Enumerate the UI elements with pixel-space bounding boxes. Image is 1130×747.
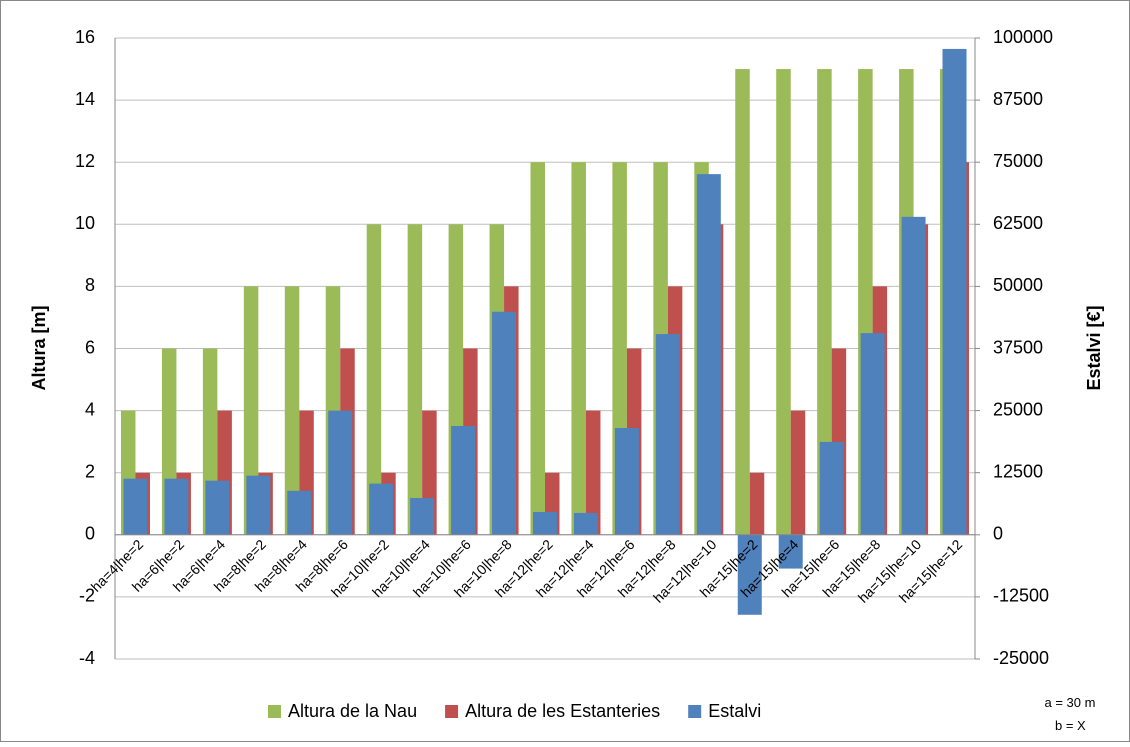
bar <box>287 490 312 535</box>
y-tick-label: 2 <box>85 461 95 481</box>
bar <box>696 174 721 535</box>
bar <box>571 162 586 535</box>
y-axis-title: Altura [m] <box>29 306 49 391</box>
bar <box>776 69 791 535</box>
y-tick-label: 6 <box>85 337 95 357</box>
y2-tick-label: 75000 <box>993 151 1043 171</box>
bar <box>790 410 806 535</box>
legend-swatch <box>445 705 459 718</box>
y-tick-label: 14 <box>75 89 95 109</box>
bar <box>246 475 271 535</box>
y-tick-label: -2 <box>79 586 95 606</box>
bar <box>614 427 639 535</box>
legend-label: Altura de la Nau <box>288 701 417 721</box>
y-tick-label: 16 <box>75 27 95 47</box>
y-tick-label: 0 <box>85 524 95 544</box>
bar <box>284 286 300 535</box>
legend-swatch <box>268 705 281 718</box>
bar <box>451 426 476 535</box>
bar <box>735 69 750 535</box>
bar <box>123 478 148 535</box>
y-tick-label: -4 <box>79 648 95 668</box>
bar <box>901 216 926 535</box>
bar <box>860 333 885 535</box>
bar <box>585 410 601 535</box>
bar <box>328 410 353 535</box>
bar <box>817 69 832 535</box>
annotation: b = X <box>1055 718 1086 733</box>
y-tick-label: 8 <box>85 275 95 295</box>
bar <box>778 534 803 569</box>
y2-axis-title: Estalvi [€] <box>1084 305 1104 390</box>
y2-tick-label: -12500 <box>993 586 1049 606</box>
bar <box>749 472 765 535</box>
y2-tick-label: -25000 <box>993 648 1049 668</box>
legend-swatch <box>688 705 702 718</box>
bar <box>942 48 967 535</box>
bar <box>410 498 435 535</box>
bar <box>205 480 230 535</box>
bar <box>655 334 680 535</box>
y-tick-label: 4 <box>85 399 95 419</box>
bar <box>573 512 598 535</box>
legend-label: Estalvi <box>708 701 761 721</box>
bar <box>369 483 394 535</box>
bar <box>243 286 259 535</box>
y2-tick-label: 0 <box>993 524 1003 544</box>
bar <box>737 534 762 615</box>
y2-tick-label: 25000 <box>993 399 1043 419</box>
bar <box>533 511 557 535</box>
legend-label: Altura de les Estanteries <box>465 701 660 721</box>
bar <box>819 441 844 535</box>
bar <box>530 162 545 535</box>
y-tick-label: 10 <box>75 213 95 233</box>
bar <box>492 311 517 535</box>
y2-tick-label: 12500 <box>993 461 1043 481</box>
y-tick-label: 12 <box>75 151 95 171</box>
y2-tick-label: 100000 <box>993 27 1053 47</box>
bar <box>164 478 189 535</box>
y2-tick-label: 50000 <box>993 275 1043 295</box>
bar <box>407 224 423 535</box>
y2-tick-label: 62500 <box>993 213 1043 233</box>
y2-tick-label: 37500 <box>993 337 1043 357</box>
y2-tick-label: 87500 <box>993 89 1043 109</box>
annotation: a = 30 m <box>1045 695 1096 710</box>
bar <box>366 224 382 535</box>
